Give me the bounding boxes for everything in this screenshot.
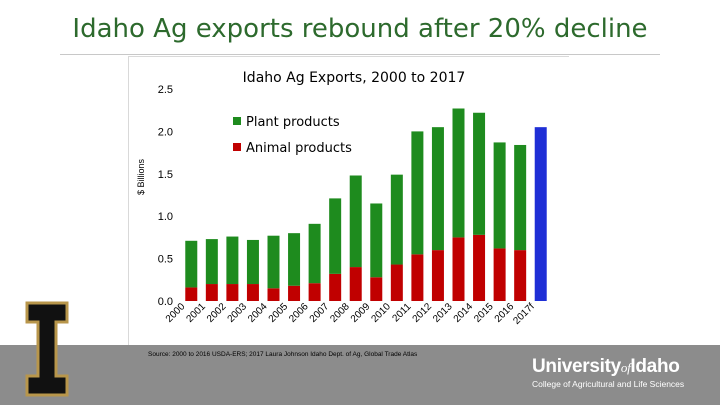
bar-animal bbox=[431, 250, 444, 301]
bar-animal bbox=[452, 237, 465, 301]
x-tick-label: 2011 bbox=[391, 301, 414, 324]
x-tick-label: 2002 bbox=[205, 301, 229, 325]
bar-plant bbox=[411, 131, 424, 255]
bar-total-projected bbox=[534, 127, 547, 301]
bar-plant bbox=[329, 198, 342, 274]
x-tick-label: 2012 bbox=[411, 301, 435, 325]
bar-plant bbox=[226, 236, 239, 285]
y-axis-label: $ Billions bbox=[136, 158, 146, 195]
bar-plant bbox=[473, 112, 486, 235]
bar-animal bbox=[308, 283, 321, 301]
bar-animal bbox=[370, 277, 383, 301]
bar-plant bbox=[246, 239, 259, 285]
y-tick-label: 1.0 bbox=[158, 211, 173, 223]
bar-plant bbox=[452, 108, 465, 238]
legend-label-plant: Plant products bbox=[246, 115, 340, 130]
bar-animal bbox=[473, 234, 486, 301]
y-tick-label: 1.5 bbox=[158, 169, 173, 181]
x-tick-label: 2014 bbox=[452, 301, 476, 325]
bar-plant bbox=[431, 127, 444, 251]
bar-animal bbox=[267, 288, 280, 301]
bar-animal bbox=[390, 264, 403, 301]
legend-label-animal: Animal products bbox=[246, 141, 352, 156]
bar-animal bbox=[514, 250, 527, 301]
x-tick-label: 2005 bbox=[267, 301, 291, 325]
university-name: UniversityofIdaho bbox=[532, 356, 680, 377]
export-chart: Idaho Ag Exports, 2000 to 2017 0.0 0.5 1.0… bbox=[136, 70, 547, 327]
bar-animal bbox=[329, 273, 342, 301]
bar-plant bbox=[185, 240, 198, 288]
x-tick-label: 2006 bbox=[287, 301, 311, 325]
bar-plant bbox=[514, 144, 527, 251]
x-tick-label: 2004 bbox=[246, 301, 270, 325]
x-tick-label: 2017f bbox=[511, 301, 537, 327]
y-tick-label: 0.5 bbox=[158, 254, 173, 266]
bar-animal bbox=[185, 287, 198, 301]
x-tick-label: 2001 bbox=[184, 301, 208, 325]
bar-animal bbox=[288, 285, 301, 301]
y-tick-label: 2.5 bbox=[158, 84, 173, 96]
bar-plant bbox=[370, 203, 383, 278]
bar-animal bbox=[205, 284, 218, 301]
x-tick-label: 2007 bbox=[308, 301, 332, 325]
bar-plant bbox=[493, 142, 506, 249]
x-tick-label: 2003 bbox=[226, 301, 250, 325]
bar-animal bbox=[246, 284, 259, 301]
bar-plant bbox=[308, 223, 321, 284]
bar-plant bbox=[288, 233, 301, 286]
x-tick-label: 2008 bbox=[328, 301, 352, 325]
bar-plant bbox=[349, 175, 362, 268]
slide-title: Idaho Ag exports rebound after 20% decli… bbox=[72, 14, 648, 44]
chart-container: Idaho Ag Exports, 2000 to 2017 0.0 0.5 1.0… bbox=[128, 56, 569, 352]
footer-band bbox=[0, 345, 720, 405]
university-of-idaho-logo: UniversityofIdaho College of Agricultura… bbox=[532, 356, 684, 389]
y-tick-label: 2.0 bbox=[158, 126, 173, 138]
college-name: College of Agricultural and Life Science… bbox=[532, 379, 685, 389]
bar-animal bbox=[493, 248, 506, 301]
x-tick-label: 2015 bbox=[472, 301, 496, 325]
legend-swatch-plant bbox=[233, 117, 241, 125]
x-tick-label: 2009 bbox=[349, 301, 373, 325]
chart-title: Idaho Ag Exports, 2000 to 2017 bbox=[243, 70, 466, 86]
bar-plant bbox=[390, 174, 403, 265]
x-tick-label: 2010 bbox=[369, 301, 393, 325]
x-tick-label: 2013 bbox=[431, 301, 455, 325]
source-note: Source: 2000 to 2016 USDA-ERS; 2017 Laur… bbox=[148, 351, 418, 358]
bar-animal bbox=[226, 284, 239, 301]
legend-swatch-animal bbox=[233, 143, 241, 151]
bar-plant bbox=[205, 239, 218, 285]
y-tick-label: 0.0 bbox=[158, 296, 173, 308]
bar-animal bbox=[411, 254, 424, 301]
idaho-block-i-logo bbox=[25, 301, 69, 397]
title-divider bbox=[60, 54, 660, 55]
bar-plant bbox=[267, 235, 280, 289]
bar-animal bbox=[349, 267, 362, 301]
